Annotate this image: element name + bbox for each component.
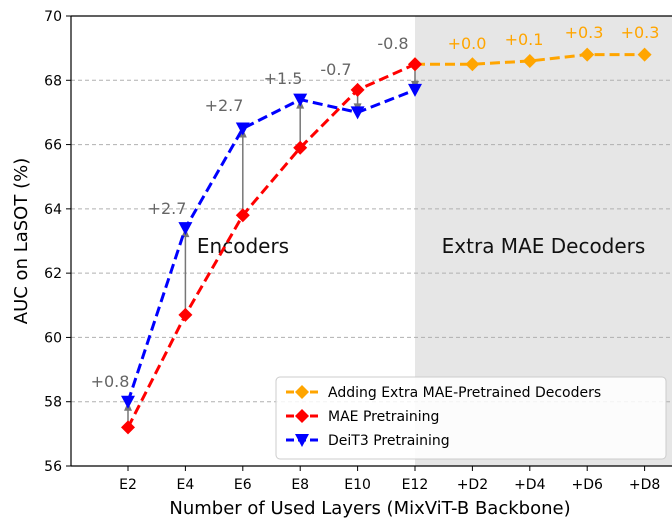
- x-tick-label: E2: [119, 477, 137, 493]
- decoder-gain-label: +0.1: [505, 30, 544, 49]
- data-point: [293, 140, 308, 155]
- data-point: [465, 57, 480, 72]
- y-tick-label: 58: [44, 395, 62, 411]
- series-line: [126, 62, 416, 429]
- legend-marker: [295, 434, 309, 447]
- data-point: [350, 106, 365, 120]
- x-tick-label: +D4: [514, 477, 546, 493]
- data-point: [235, 122, 250, 136]
- decoder-gain-label: +0.0: [448, 34, 487, 53]
- difference-label: -0.8: [377, 34, 408, 53]
- decoder-gain-label: +0.3: [621, 23, 660, 42]
- data-point: [408, 83, 422, 97]
- y-tick-label: 70: [44, 9, 62, 25]
- data-point: [235, 208, 250, 223]
- y-tick-label: 66: [44, 138, 62, 154]
- y-tick-label: 56: [44, 459, 62, 475]
- x-tick-label: E6: [234, 477, 252, 493]
- legend-marker: [295, 385, 309, 399]
- chart-annotations: +0.8 +2.7 +2.7 +1.5 -0.7 -0.8 +0.0 +0.1 +0.3 +0.3: [91, 23, 660, 391]
- data-point: [580, 47, 595, 62]
- chart-legend: Adding Extra MAE-Pretrained Decoders MAE …: [275, 376, 667, 460]
- data-point: [121, 420, 135, 435]
- x-tick-label: E8: [291, 477, 309, 493]
- region-label: Extra MAE Decoders: [442, 234, 646, 258]
- data-point: [178, 307, 193, 322]
- decoder-gain-label: +0.3: [565, 23, 604, 42]
- difference-label: +2.7: [205, 96, 244, 115]
- data-point: [293, 93, 308, 107]
- x-tick-label: +D8: [629, 477, 660, 493]
- legend-label: Adding Extra MAE-Pretrained Decoders: [328, 385, 601, 401]
- difference-label: +2.7: [148, 199, 187, 218]
- data-point: [350, 82, 365, 97]
- x-tick-label: E4: [177, 477, 195, 493]
- series-line: [126, 88, 416, 403]
- difference-label: +1.5: [264, 69, 303, 88]
- chart-axes: 56 58 60 62 64 66 68 70 E2 E4 E6 E8 E10 E12 +D2 +D4 +D6 +…: [44, 9, 672, 493]
- y-axis-label: AUC on LaSOT (%): [11, 158, 32, 324]
- data-point: [637, 47, 652, 62]
- y-tick-label: 62: [44, 266, 62, 282]
- x-axis-label: Number of Used Layers (MixViT-B Backbone…: [169, 498, 570, 519]
- y-tick-label: 60: [44, 330, 62, 346]
- x-tick-label: +D6: [571, 477, 603, 493]
- x-tick-label: E12: [402, 477, 429, 493]
- difference-label: +0.8: [91, 372, 130, 391]
- y-tick-label: 68: [44, 73, 62, 89]
- legend-label: MAE Pretraining: [328, 409, 439, 425]
- legend-box: [275, 376, 667, 460]
- x-tick-label: E10: [344, 477, 371, 493]
- x-tick-label: +D2: [457, 477, 488, 493]
- region-labels: Encoders Extra MAE Decoders: [197, 234, 645, 258]
- data-point: [522, 54, 537, 68]
- region-label: Encoders: [197, 234, 289, 258]
- legend-marker: [295, 409, 309, 423]
- y-tick-label: 64: [44, 202, 62, 218]
- chart-series: [121, 47, 652, 435]
- difference-label: -0.7: [320, 60, 351, 79]
- data-point: [121, 395, 135, 409]
- data-point: [408, 57, 422, 72]
- legend-label: DeiT3 Pretraining: [328, 433, 450, 449]
- data-point: [178, 222, 193, 236]
